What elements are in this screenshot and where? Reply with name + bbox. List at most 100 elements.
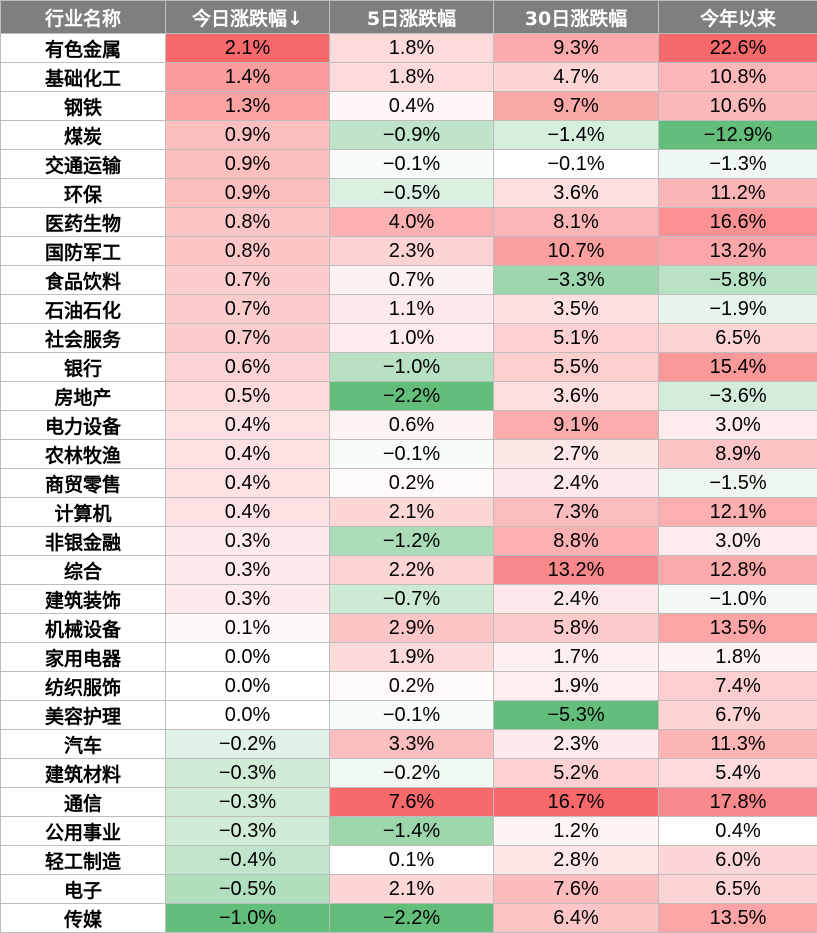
30d-change-cell: 9.7%: [493, 91, 659, 121]
today-change-cell: −0.5%: [165, 874, 330, 904]
ytd-change-cell: 6.0%: [658, 845, 817, 875]
industry-name-cell: 有色金属: [0, 33, 166, 63]
5d-change-cell: 1.0%: [329, 323, 494, 353]
industry-name-cell: 医药生物: [0, 207, 166, 237]
ytd-change-cell: 7.4%: [658, 671, 817, 701]
ytd-change-cell: 13.2%: [658, 236, 817, 266]
table-row: 非银金融 0.3% −1.2% 8.8% 3.0%: [0, 526, 817, 556]
30d-change-cell: 9.3%: [493, 33, 659, 63]
30d-change-cell: 10.7%: [493, 236, 659, 266]
industry-name-cell: 综合: [0, 555, 166, 585]
30d-change-cell: 5.1%: [493, 323, 659, 353]
30d-change-cell: 7.6%: [493, 874, 659, 904]
5d-change-cell: −0.1%: [329, 149, 494, 179]
table-row: 食品饮料 0.7% 0.7% −3.3% −5.8%: [0, 265, 817, 295]
industry-name-cell: 钢铁: [0, 91, 166, 121]
table-row: 交通运输 0.9% −0.1% −0.1% −1.3%: [0, 149, 817, 179]
ytd-change-cell: 1.8%: [658, 642, 817, 672]
5d-change-cell: 0.6%: [329, 410, 494, 440]
30d-change-cell: 3.5%: [493, 294, 659, 324]
5d-change-cell: 0.2%: [329, 468, 494, 498]
5d-change-cell: 4.0%: [329, 207, 494, 237]
30d-change-cell: 2.4%: [493, 584, 659, 614]
5d-change-cell: 0.7%: [329, 265, 494, 295]
table-row: 汽车 −0.2% 3.3% 2.3% 11.3%: [0, 729, 817, 759]
5d-change-cell: −1.2%: [329, 526, 494, 556]
table-row: 钢铁 1.3% 0.4% 9.7% 10.6%: [0, 91, 817, 121]
ytd-change-cell: 11.3%: [658, 729, 817, 759]
5d-change-cell: 0.1%: [329, 845, 494, 875]
header-5d-change[interactable]: 5日涨跌幅: [329, 0, 494, 34]
30d-change-cell: 6.4%: [493, 903, 659, 933]
5d-change-cell: 0.4%: [329, 91, 494, 121]
30d-change-cell: 3.6%: [493, 178, 659, 208]
today-change-cell: 0.8%: [165, 207, 330, 237]
industry-name-cell: 社会服务: [0, 323, 166, 353]
5d-change-cell: −0.1%: [329, 439, 494, 469]
table-row: 计算机 0.4% 2.1% 7.3% 12.1%: [0, 497, 817, 527]
industry-name-cell: 国防军工: [0, 236, 166, 266]
ytd-change-cell: 3.0%: [658, 410, 817, 440]
today-change-cell: 0.0%: [165, 700, 330, 730]
ytd-change-cell: −5.8%: [658, 265, 817, 295]
industry-name-cell: 石油石化: [0, 294, 166, 324]
today-change-cell: −0.4%: [165, 845, 330, 875]
ytd-change-cell: 11.2%: [658, 178, 817, 208]
today-change-cell: 1.3%: [165, 91, 330, 121]
header-row: 行业名称 今日涨跌幅↓ 5日涨跌幅 30日涨跌幅 今年以来: [0, 0, 817, 34]
5d-change-cell: 7.6%: [329, 787, 494, 817]
ytd-change-cell: 10.8%: [658, 62, 817, 92]
industry-name-cell: 传媒: [0, 903, 166, 933]
table-row: 机械设备 0.1% 2.9% 5.8% 13.5%: [0, 613, 817, 643]
table-row: 建筑材料 −0.3% −0.2% 5.2% 5.4%: [0, 758, 817, 788]
table-row: 纺织服饰 0.0% 0.2% 1.9% 7.4%: [0, 671, 817, 701]
today-change-cell: 0.9%: [165, 178, 330, 208]
today-change-cell: 0.5%: [165, 381, 330, 411]
ytd-change-cell: 6.5%: [658, 323, 817, 353]
header-today-change[interactable]: 今日涨跌幅↓: [165, 0, 330, 34]
table-row: 社会服务 0.7% 1.0% 5.1% 6.5%: [0, 323, 817, 353]
5d-change-cell: 0.2%: [329, 671, 494, 701]
5d-change-cell: −0.5%: [329, 178, 494, 208]
industry-name-cell: 银行: [0, 352, 166, 382]
table-row: 建筑装饰 0.3% −0.7% 2.4% −1.0%: [0, 584, 817, 614]
today-change-cell: 0.7%: [165, 265, 330, 295]
industry-name-cell: 家用电器: [0, 642, 166, 672]
today-change-cell: −0.3%: [165, 758, 330, 788]
industry-name-cell: 通信: [0, 787, 166, 817]
industry-name-cell: 公用事业: [0, 816, 166, 846]
industry-name-cell: 交通运输: [0, 149, 166, 179]
header-30d-change[interactable]: 30日涨跌幅: [493, 0, 659, 34]
5d-change-cell: 2.1%: [329, 874, 494, 904]
30d-change-cell: 8.1%: [493, 207, 659, 237]
5d-change-cell: 2.9%: [329, 613, 494, 643]
ytd-change-cell: 16.6%: [658, 207, 817, 237]
table-row: 传媒 −1.0% −2.2% 6.4% 13.5%: [0, 903, 817, 933]
ytd-change-cell: −1.0%: [658, 584, 817, 614]
5d-change-cell: 2.2%: [329, 555, 494, 585]
5d-change-cell: −2.2%: [329, 381, 494, 411]
ytd-change-cell: 15.4%: [658, 352, 817, 382]
30d-change-cell: 8.8%: [493, 526, 659, 556]
table-row: 家用电器 0.0% 1.9% 1.7% 1.8%: [0, 642, 817, 672]
ytd-change-cell: −1.9%: [658, 294, 817, 324]
30d-change-cell: 5.8%: [493, 613, 659, 643]
today-change-cell: 0.4%: [165, 468, 330, 498]
30d-change-cell: 3.6%: [493, 381, 659, 411]
industry-name-cell: 非银金融: [0, 526, 166, 556]
industry-name-cell: 纺织服饰: [0, 671, 166, 701]
30d-change-cell: 1.7%: [493, 642, 659, 672]
industry-name-cell: 电力设备: [0, 410, 166, 440]
ytd-change-cell: −12.9%: [658, 120, 817, 150]
30d-change-cell: −0.1%: [493, 149, 659, 179]
header-ytd-change[interactable]: 今年以来: [658, 0, 817, 34]
5d-change-cell: 1.8%: [329, 62, 494, 92]
ytd-change-cell: 0.4%: [658, 816, 817, 846]
5d-change-cell: −0.1%: [329, 700, 494, 730]
today-change-cell: 0.7%: [165, 294, 330, 324]
30d-change-cell: 5.2%: [493, 758, 659, 788]
table-row: 通信 −0.3% 7.6% 16.7% 17.8%: [0, 787, 817, 817]
today-change-cell: 0.4%: [165, 410, 330, 440]
today-change-cell: 0.3%: [165, 555, 330, 585]
today-change-cell: 2.1%: [165, 33, 330, 63]
